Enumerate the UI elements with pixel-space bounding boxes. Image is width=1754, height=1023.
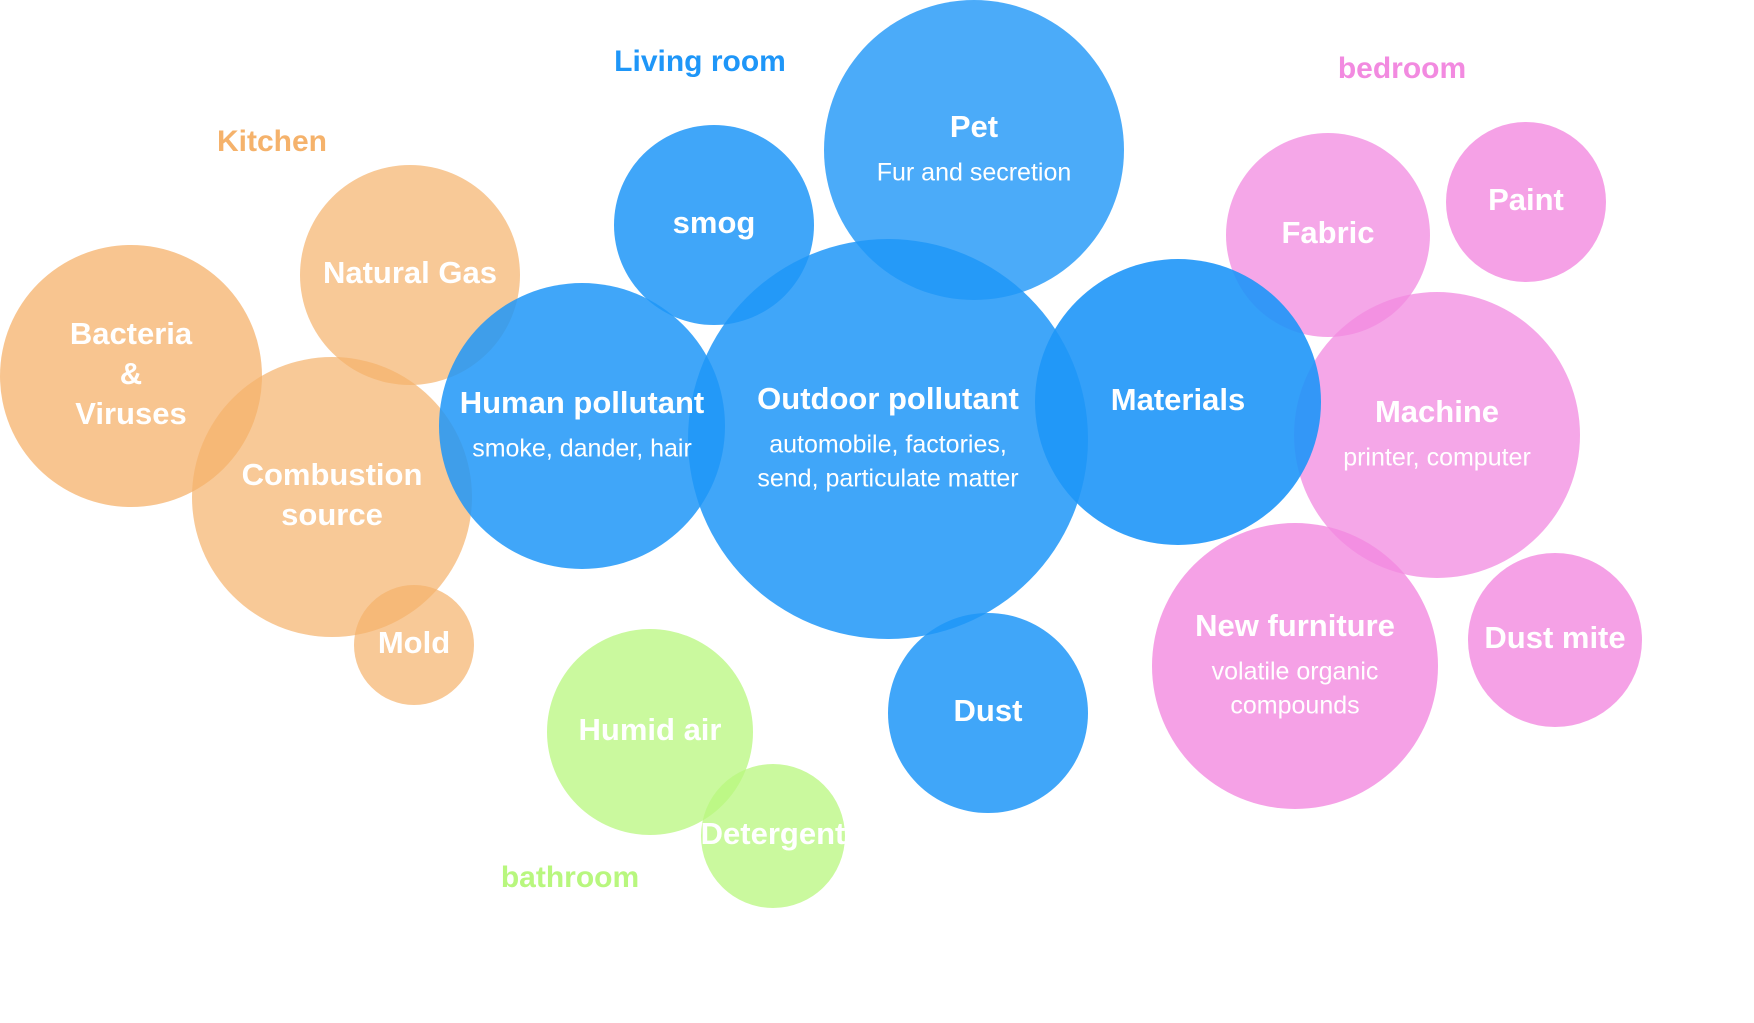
bacteria-viruses-label: &	[120, 356, 142, 391]
materials-label: Materials	[1111, 382, 1245, 417]
detergent-bubble	[701, 764, 845, 908]
natural-gas-bubble	[300, 165, 520, 385]
labels-layer: Bacteria & Viruses Natural Gas Combustion sou…	[70, 109, 1626, 851]
bacteria-viruses-label: Bacteria	[70, 316, 193, 351]
kitchen-title: Kitchen	[217, 125, 327, 158]
dust-mite-label: Dust mite	[1484, 620, 1625, 655]
living-room-title: Living room	[614, 45, 786, 78]
human-pollutant-label: Human pollutant	[460, 385, 705, 420]
paint-label: Paint	[1488, 182, 1564, 217]
combustion-source-bubble	[192, 357, 472, 637]
outdoor-pollutant-label: Outdoor pollutant	[757, 381, 1019, 416]
mold-label: Mold	[378, 625, 450, 660]
outdoor-pollutant-bubble	[688, 239, 1088, 639]
mold-bubble	[354, 585, 474, 705]
bubbles-layer	[0, 0, 1642, 908]
paint-bubble	[1446, 122, 1606, 282]
pet-bubble	[824, 0, 1124, 300]
humid-air-label: Humid air	[579, 712, 722, 747]
outdoor-pollutant-sublabel: automobile, factories,	[769, 431, 1007, 459]
machine-sublabel: printer, computer	[1343, 444, 1531, 472]
smog-label: smog	[673, 205, 756, 240]
new-furniture-label: New furniture	[1195, 608, 1395, 643]
detergent-label: Detergent	[701, 816, 846, 851]
fabric-bubble	[1226, 133, 1430, 337]
bedroom-title: bedroom	[1338, 52, 1466, 85]
pet-label: Pet	[950, 109, 998, 144]
bacteria-viruses-bubble	[0, 245, 262, 507]
dust-bubble	[888, 613, 1088, 813]
bacteria-viruses-label: Viruses	[75, 396, 186, 431]
natural-gas-label: Natural Gas	[323, 255, 497, 290]
human-pollutant-sublabel: smoke, dander, hair	[472, 435, 692, 463]
group-titles: Kitchen Living room bedroom bathroom	[217, 45, 1466, 894]
machine-bubble	[1294, 292, 1580, 578]
new-furniture-bubble	[1152, 523, 1438, 809]
bathroom-title: bathroom	[501, 861, 639, 894]
new-furniture-sublabel: compounds	[1230, 692, 1359, 720]
humid-air-bubble	[547, 629, 753, 835]
machine-label: Machine	[1375, 394, 1499, 429]
combustion-source-label: Combustion	[242, 457, 423, 492]
combustion-source-label: source	[281, 497, 383, 532]
outdoor-pollutant-sublabel: send, particulate matter	[757, 465, 1018, 493]
pet-sublabel: Fur and secretion	[877, 159, 1072, 187]
human-pollutant-bubble	[439, 283, 725, 569]
dust-mite-bubble	[1468, 553, 1642, 727]
dust-label: Dust	[954, 693, 1023, 728]
smog-bubble	[614, 125, 814, 325]
new-furniture-sublabel: volatile organic	[1212, 658, 1379, 686]
fabric-label: Fabric	[1281, 215, 1374, 250]
materials-bubble	[1035, 259, 1321, 545]
